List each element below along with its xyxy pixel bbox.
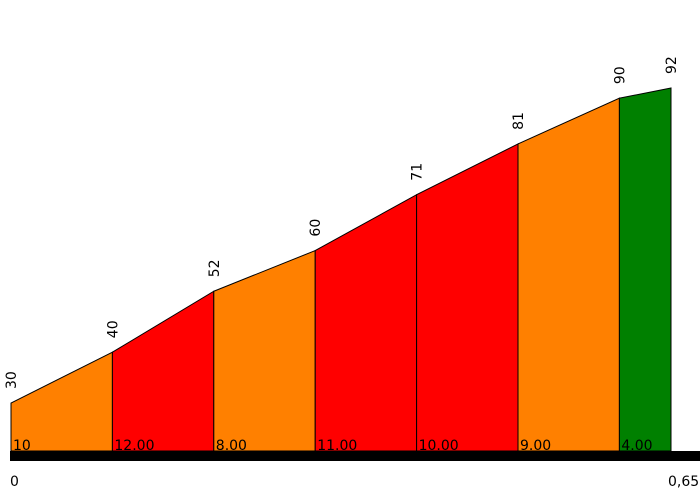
gradient-label-6: 9.00	[520, 438, 551, 454]
profile-segment-4	[314, 193, 418, 452]
gradient-label-1: 10	[13, 438, 31, 454]
x-tick-label-start: 0	[10, 474, 19, 490]
gradient-label-7: 4.00	[621, 438, 652, 454]
elevation-label-7: 90	[612, 66, 628, 84]
gradient-label-4: 11.00	[317, 438, 357, 454]
elevation-label-4: 60	[308, 219, 324, 237]
profile-segment-6	[517, 97, 620, 452]
elevation-label-2: 40	[105, 320, 121, 338]
elevation-label-3: 52	[207, 259, 223, 277]
elevation-label-6: 81	[511, 112, 527, 130]
gradient-label-3: 8.00	[216, 438, 247, 454]
gradient-label-2: 12.00	[114, 438, 154, 454]
profile-segments	[10, 87, 672, 452]
elevation-label-8: 92	[664, 56, 680, 74]
elevation-labels: 30 40 52 60 71 81 90 92	[4, 56, 680, 389]
baseline-bar	[10, 451, 700, 461]
elevation-label-1: 30	[4, 371, 20, 389]
profile-segment-1	[10, 351, 113, 452]
profile-segment-5	[416, 143, 519, 452]
profile-segment-2	[111, 290, 215, 452]
gradient-label-5: 10.00	[419, 438, 459, 454]
profile-segment-7	[618, 87, 672, 452]
elevation-label-5: 71	[410, 163, 426, 181]
gradient-labels: 10 12.00 8.00 11.00 10.00 9.00 4.00	[13, 438, 653, 454]
profile-segment-3	[213, 249, 316, 452]
x-tick-label-end: 0,65	[668, 474, 699, 490]
